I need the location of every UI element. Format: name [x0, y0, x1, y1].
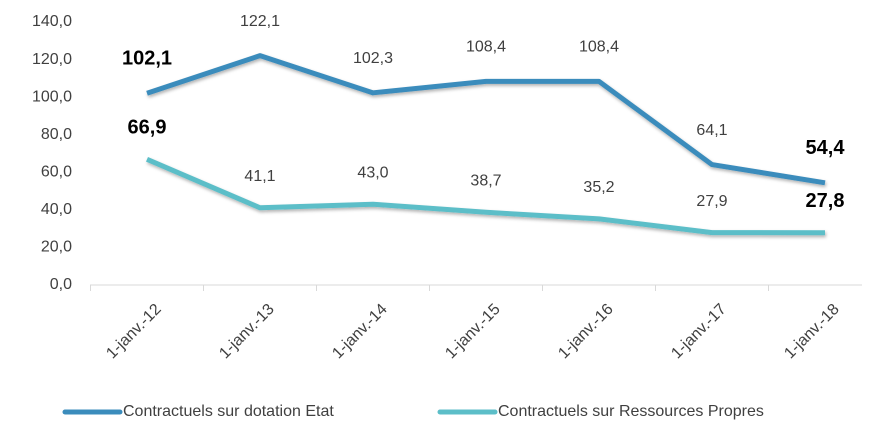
data-label: 108,4 — [579, 39, 619, 56]
y-tick-label: 80,0 — [41, 126, 72, 143]
data-label: 43,0 — [357, 164, 388, 181]
series-line — [146, 157, 826, 236]
y-tick-label: 60,0 — [41, 164, 72, 181]
x-tick-label: 1-janv.-16 — [555, 301, 617, 363]
x-tick-label: 1-janv.-12 — [103, 301, 165, 363]
x-tick-label: 1-janv.-18 — [781, 301, 843, 363]
y-tick-label: 0,0 — [50, 276, 72, 293]
data-label: 38,7 — [470, 173, 501, 190]
x-tick-label: 1-janv.-13 — [216, 301, 278, 363]
y-tick-label: 120,0 — [32, 51, 72, 68]
data-label: 35,2 — [583, 179, 614, 196]
data-label: 27,9 — [696, 193, 727, 210]
data-label: 108,4 — [466, 39, 506, 56]
y-tick-label: 20,0 — [41, 239, 72, 256]
data-label: 102,1 — [122, 47, 172, 69]
series-line — [146, 53, 826, 186]
y-tick-label: 140,0 — [32, 13, 72, 30]
data-label: 54,4 — [806, 137, 846, 159]
data-label: 102,3 — [353, 50, 393, 67]
x-tick-label: 1-janv.-17 — [668, 301, 730, 363]
data-label: 66,9 — [128, 117, 167, 139]
legend-label: Contractuels sur Ressources Propres — [498, 403, 764, 420]
data-label: 27,8 — [806, 190, 845, 212]
data-label: 122,1 — [240, 13, 280, 30]
legend-label: Contractuels sur dotation Etat — [123, 403, 334, 420]
y-tick-label: 100,0 — [32, 88, 72, 105]
data-label: 41,1 — [244, 168, 275, 185]
data-label: 64,1 — [696, 122, 727, 139]
x-tick-label: 1-janv.-15 — [442, 301, 504, 363]
y-tick-label: 40,0 — [41, 201, 72, 218]
x-tick-label: 1-janv.-14 — [329, 301, 391, 363]
